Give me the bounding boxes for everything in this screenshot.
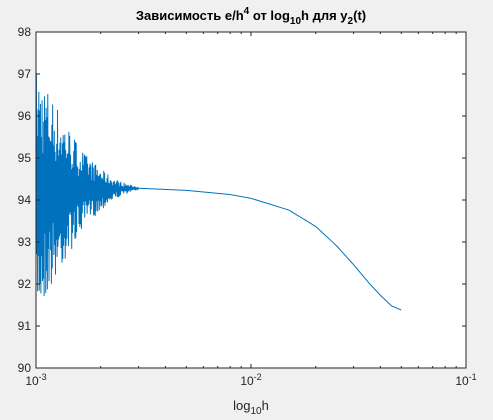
x-axis-label-tail: h bbox=[262, 398, 269, 413]
axes-frame bbox=[35, 31, 467, 369]
title-subscript-2: 2 bbox=[348, 16, 354, 27]
series-line bbox=[35, 73, 402, 311]
y-tick-label: 96 bbox=[18, 109, 32, 123]
y-tick-label: 91 bbox=[18, 319, 32, 333]
ticks-layer: 90 91 92 93 94 95 96 97 98 10-3 10-2 10-1 bbox=[18, 25, 477, 388]
title-middle-1: от log bbox=[249, 8, 290, 23]
x-axis-label: log10h bbox=[233, 398, 269, 417]
x-axis-label-subscript: 10 bbox=[251, 406, 263, 417]
x-tick-label: 10-1 bbox=[455, 372, 476, 388]
y-tick-label: 90 bbox=[18, 361, 32, 375]
title-superscript: 4 bbox=[244, 6, 250, 17]
title-subscript-1: 10 bbox=[290, 16, 302, 27]
y-tick-label: 95 bbox=[18, 151, 32, 165]
title-prefix: Зависимость e/h bbox=[136, 8, 244, 23]
y-tick-label: 97 bbox=[18, 67, 32, 81]
y-tick-label: 94 bbox=[18, 193, 32, 207]
y-tick-label: 92 bbox=[18, 277, 32, 291]
title-middle-2: h для y bbox=[301, 8, 348, 23]
y-tick-label: 93 bbox=[18, 235, 32, 249]
chart-title: Зависимость e/h4 от log10h для y2(t) bbox=[136, 6, 366, 27]
x-axis-label-main: log bbox=[233, 398, 250, 413]
x-tick-label: 10-2 bbox=[240, 372, 261, 388]
series-layer bbox=[35, 73, 402, 311]
title-suffix: (t) bbox=[353, 8, 366, 23]
y-tick-label: 98 bbox=[18, 25, 32, 39]
x-tick-label: 10-3 bbox=[25, 372, 46, 388]
